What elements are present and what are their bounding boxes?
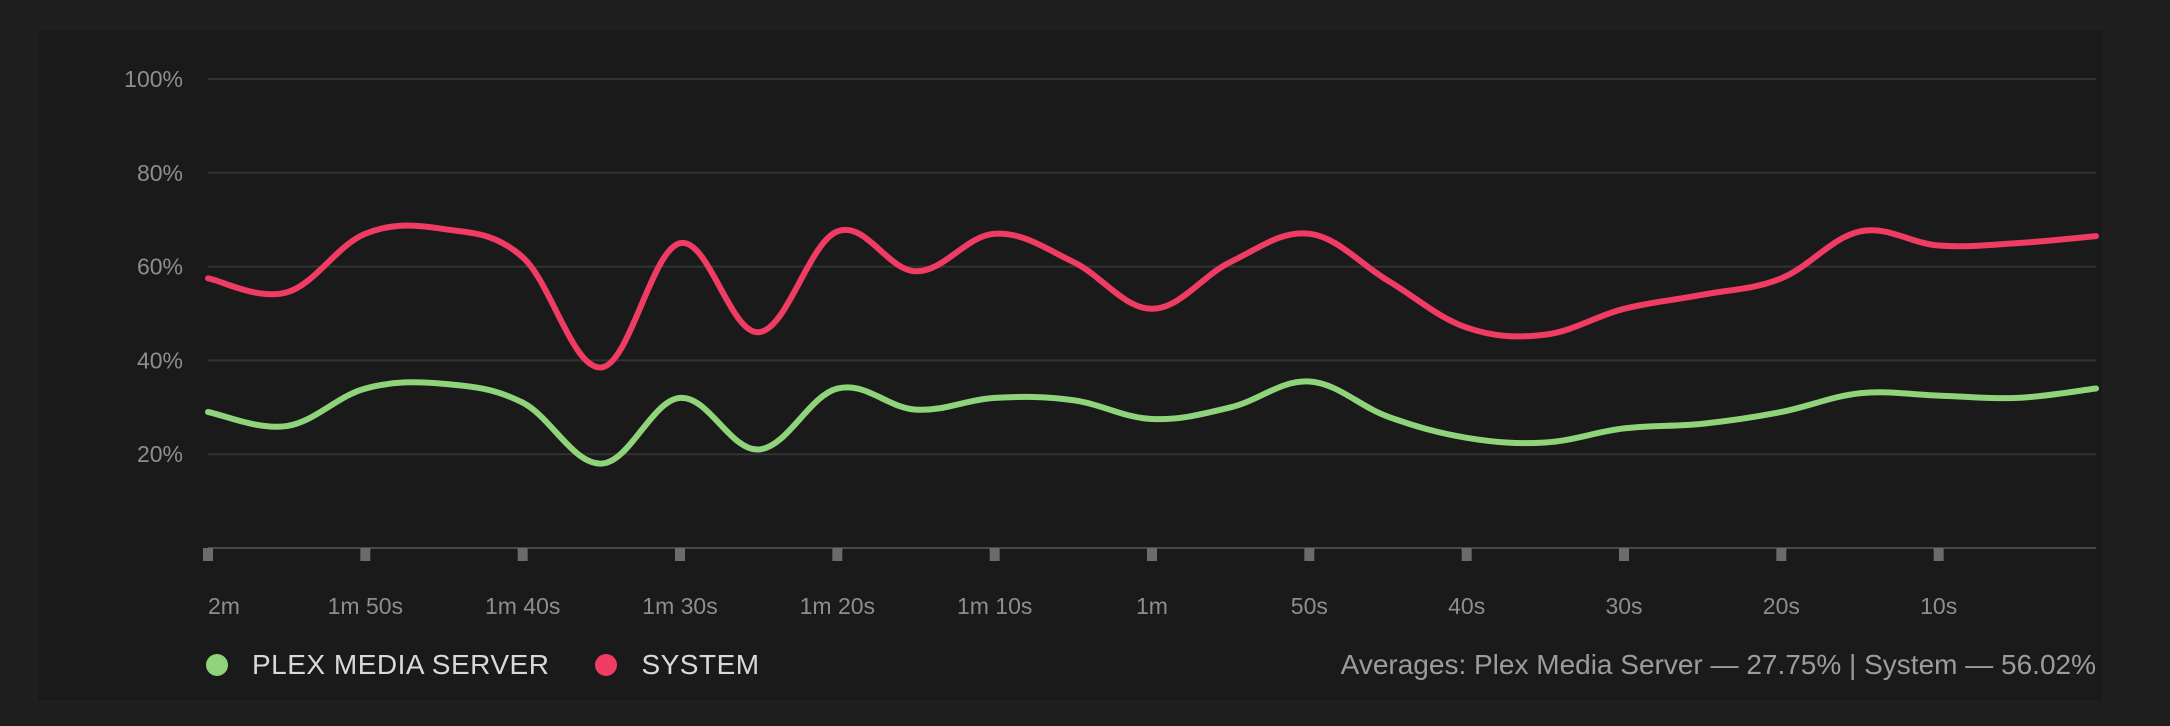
x-tick-mark bbox=[517, 548, 528, 561]
x-tick-label: 1m 30s bbox=[642, 593, 717, 619]
averages-text: Averages: Plex Media Server — 27.75% | S… bbox=[1340, 649, 2096, 680]
legend-item-plex[interactable]: PLEX MEDIA SERVER bbox=[206, 649, 549, 681]
y-axis: 100% 80% 60% 40% 20% bbox=[124, 66, 183, 467]
x-tick-label: 30s bbox=[1605, 593, 1642, 619]
x-tick-mark bbox=[1619, 548, 1629, 561]
legend-label-system: SYSTEM bbox=[641, 649, 760, 680]
x-tick-mark bbox=[360, 548, 371, 561]
series-line-plex-media-server bbox=[205, 378, 2099, 467]
series-lines bbox=[205, 222, 2099, 467]
x-tick-mark bbox=[1304, 548, 1315, 561]
x-tick-label: 1m 50s bbox=[328, 593, 403, 619]
y-tick-label: 20% bbox=[137, 441, 183, 467]
x-tick-mark bbox=[832, 548, 843, 561]
y-tick-label: 40% bbox=[137, 347, 183, 373]
system-legend-dot-icon bbox=[595, 654, 618, 676]
x-tick-label: 50s bbox=[1291, 593, 1328, 619]
x-tick-label: 1m 40s bbox=[485, 593, 560, 619]
series-line-system bbox=[205, 222, 2099, 371]
x-tick-mark bbox=[1461, 548, 1472, 561]
x-tick-label: 1m bbox=[1136, 593, 1168, 619]
x-tick-label: 2m bbox=[208, 593, 240, 619]
legend-label-plex: PLEX MEDIA SERVER bbox=[252, 649, 550, 680]
y-tick-label: 80% bbox=[137, 160, 183, 186]
grid-lines bbox=[208, 78, 2096, 456]
x-tick-label: 10s bbox=[1920, 593, 1957, 619]
x-tick-mark bbox=[1147, 548, 1157, 561]
x-tick-mark bbox=[1776, 548, 1787, 561]
x-tick-label: 1m 20s bbox=[800, 593, 875, 619]
x-tick-label: 40s bbox=[1448, 593, 1485, 619]
x-axis: 2m 1m 50s 1m 40s 1m 30s 1m 20s 1m 10s 1m 50s 40s… bbox=[203, 547, 2096, 619]
y-tick-label: 100% bbox=[124, 66, 183, 92]
y-tick-label: 60% bbox=[137, 254, 183, 280]
chart-panel bbox=[38, 30, 2102, 700]
x-tick-mark bbox=[675, 548, 685, 561]
plex-legend-dot-icon bbox=[206, 654, 228, 676]
chart-legend: PLEX MEDIA SERVER SYSTEM bbox=[206, 648, 806, 682]
x-tick-label: 1m 10s bbox=[957, 593, 1032, 619]
x-tick-mark bbox=[203, 548, 213, 561]
x-tick-mark bbox=[989, 548, 1000, 561]
x-tick-mark bbox=[1933, 548, 1944, 561]
x-tick-label: 20s bbox=[1763, 593, 1800, 619]
legend-item-system[interactable]: SYSTEM bbox=[595, 649, 759, 681]
